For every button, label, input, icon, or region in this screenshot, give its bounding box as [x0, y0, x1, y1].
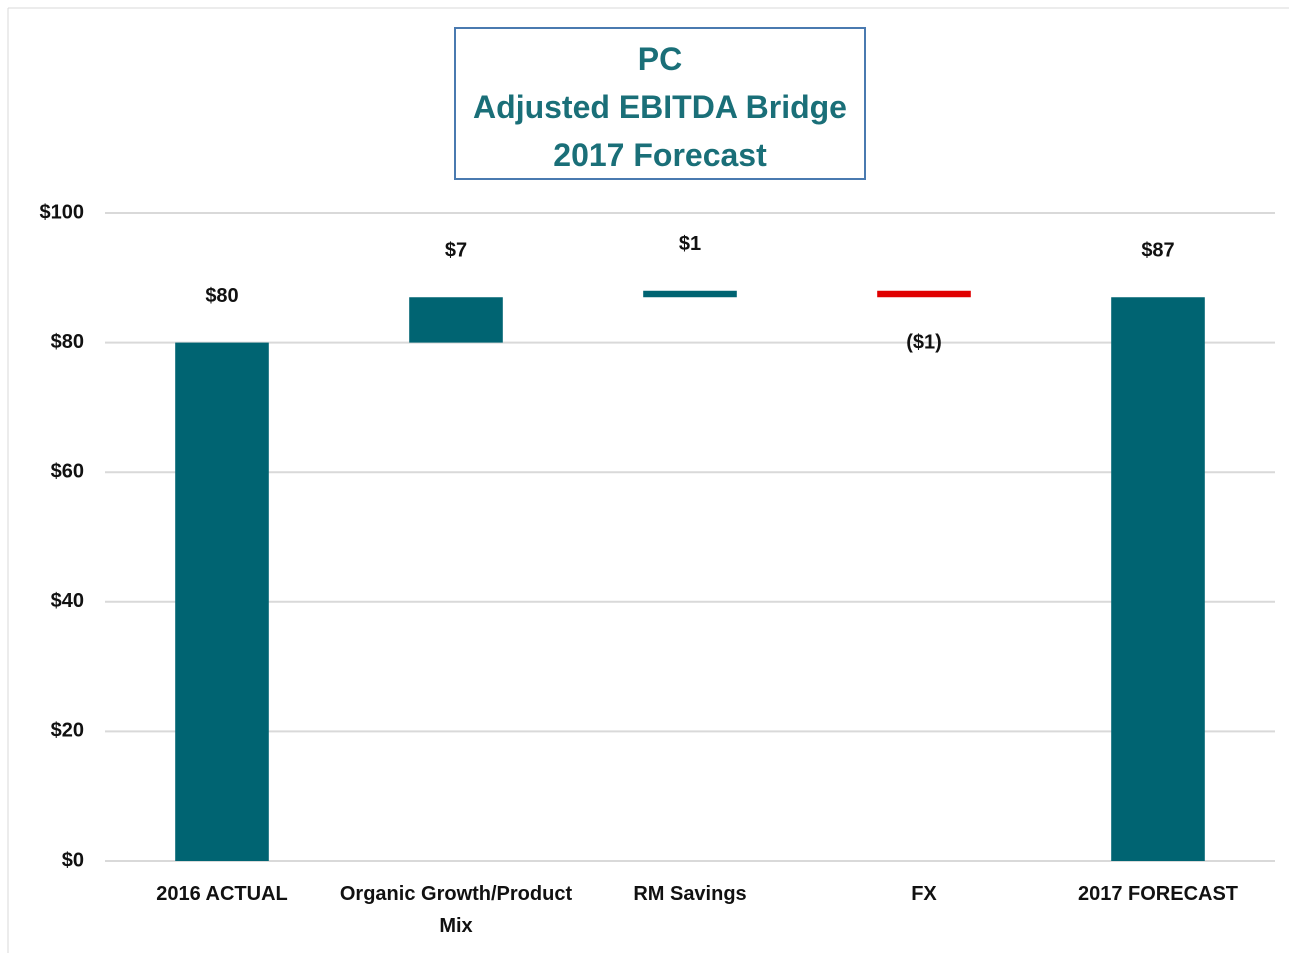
value-label: $7 — [445, 240, 467, 262]
x-tick-label: 2017 FORECAST — [1077, 883, 1239, 905]
bar — [409, 297, 503, 343]
value-label: $1 — [679, 233, 701, 255]
y-tick-label: $40 — [51, 590, 84, 612]
x-tick-label: 2016 ACTUAL — [156, 883, 288, 905]
x-tick-label: Organic Growth/Product Mix — [339, 883, 573, 937]
chart-title: Adjusted EBITDA Bridge — [473, 89, 847, 125]
y-tick-label: $80 — [51, 331, 84, 353]
y-tick-label: $20 — [51, 720, 84, 742]
y-tick-label: $60 — [51, 460, 84, 482]
value-label: $87 — [1141, 240, 1174, 262]
bar — [877, 290, 971, 298]
chart-title: 2017 Forecast — [553, 137, 767, 173]
x-tick-label: FX — [911, 883, 937, 905]
value-label: ($1) — [906, 332, 942, 354]
x-tick-label: RM Savings — [633, 883, 747, 905]
y-tick-label: $100 — [40, 201, 85, 223]
bar — [175, 342, 269, 862]
bar — [643, 290, 737, 298]
value-label: $80 — [205, 285, 238, 307]
chart-title: PC — [637, 41, 683, 77]
y-tick-label: $0 — [62, 849, 84, 871]
title-box: PC Adjusted EBITDA Bridge 2017 Forecast — [454, 27, 866, 180]
bar — [1111, 297, 1205, 861]
